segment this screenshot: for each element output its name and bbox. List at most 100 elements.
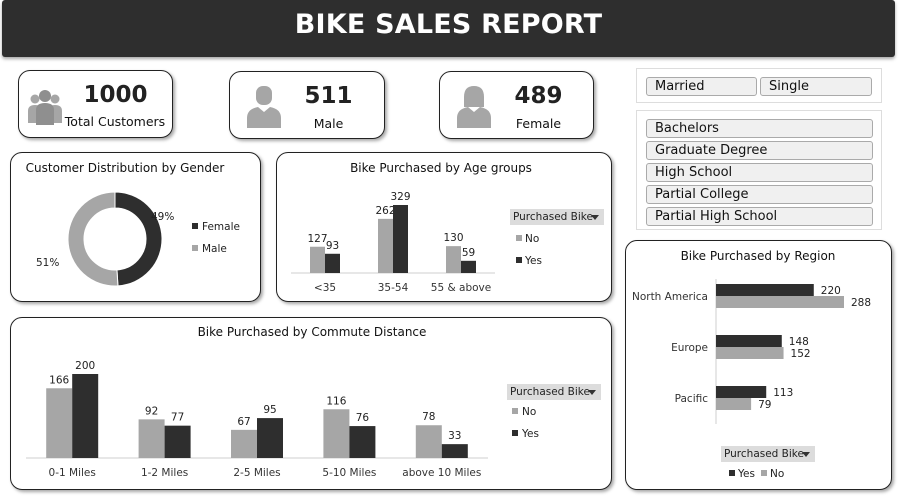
data-label-yes-north-america: 220 [821, 285, 841, 297]
purchased-bike-filter-button[interactable]: Purchased Bike [510, 209, 604, 225]
kpi-card-male: 511 Male [229, 71, 385, 139]
bar-yes-5-10-miles [349, 426, 376, 458]
kpi-total-value: 1000 [83, 82, 148, 108]
data-label-yes-europe: 148 [789, 336, 809, 348]
data-label-yes-35-54: 329 [390, 191, 410, 203]
slicer-partial-high-school[interactable]: Partial High School [646, 207, 873, 226]
tick-label-europe: Europe [671, 342, 708, 354]
slice-male [67, 191, 119, 287]
bar-no-55-above [446, 246, 461, 273]
gender-chart-card: Customer Distribution by Gender 49% 51% … [10, 152, 261, 302]
slicer-partial-college[interactable]: Partial College [646, 185, 873, 204]
dropdown-arrow-icon [802, 452, 810, 457]
legend-swatch-no [516, 235, 522, 241]
tick-label-north-america: North America [632, 291, 708, 303]
kpi-male-value: 511 [304, 83, 353, 109]
bar-no-5-10-miles [323, 409, 350, 458]
bar-no-35 [310, 246, 325, 273]
slicer-high-school[interactable]: High School [646, 163, 873, 182]
legend-label-no: No [770, 468, 784, 480]
chart-title: Bike Purchased by Commute Distance [198, 325, 427, 339]
legend-swatch-female [192, 223, 198, 229]
bar-yes-35-54 [393, 205, 408, 273]
tick-label-1-2-miles: 1-2 Miles [141, 467, 188, 479]
slice-label-female: 49% [151, 211, 174, 223]
purchased-bike-filter-button[interactable]: Purchased Bike [507, 384, 601, 400]
dropdown-arrow-icon [591, 215, 599, 220]
legend-label-no: No [522, 406, 536, 418]
slicer-married[interactable]: Married [646, 77, 757, 96]
bar-no-35-54 [378, 218, 393, 273]
bar-yes-pacific [716, 386, 767, 398]
legend-swatch-yes [512, 430, 518, 436]
bar-yes-above-10-miles [441, 444, 468, 458]
gender-donut-chart: Customer Distribution by Gender 49% 51% … [26, 161, 240, 287]
kpi-male-label: Male [313, 116, 344, 131]
education-slicer: Bachelors Graduate Degree High School Pa… [636, 110, 882, 230]
data-label-no-1-2-miles: 92 [145, 405, 158, 417]
data-label-no-0-1-miles: 166 [49, 374, 69, 386]
tick-label-55-above: 55 & above [431, 282, 491, 294]
slice-label-male: 51% [36, 257, 59, 269]
data-label-yes-35: 93 [326, 240, 339, 252]
chart-title: Bike Purchased by Age groups [350, 161, 532, 175]
data-label-yes-pacific: 113 [773, 387, 793, 399]
legend-label-female: Female [202, 221, 240, 233]
legend-swatch-no [761, 470, 767, 476]
kpi-total-label: Total Customers [64, 114, 166, 129]
bar-no-1-2-miles [138, 419, 165, 458]
data-label-no-europe: 152 [791, 348, 811, 360]
tick-label-35-54: 35-54 [378, 282, 409, 294]
data-label-no-north-america: 288 [851, 297, 871, 309]
bar-no-2-5-miles [231, 429, 257, 458]
data-label-no-2-5-miles: 67 [237, 416, 250, 428]
bar-no-pacific [716, 398, 752, 410]
bar-yes-55-above [461, 260, 476, 273]
kpi-female-value: 489 [514, 83, 563, 109]
data-label-yes-above-10-miles: 33 [448, 430, 461, 442]
commute-bar-chart: Bike Purchased by Commute Distance 166 20… [26, 325, 539, 479]
legend-label-no: No [525, 233, 539, 245]
filter-label: Purchased Bike [513, 211, 593, 223]
tick-label-0-1-miles: 0-1 Miles [49, 467, 96, 479]
tick-label-2-5-miles: 2-5 Miles [233, 467, 280, 479]
data-label-no-above-10-miles: 78 [422, 411, 435, 423]
legend-swatch-yes [516, 257, 522, 263]
legend-swatch-male [192, 245, 198, 251]
region-chart-card: Bike Purchased by Region North America 22… [625, 240, 892, 490]
bar-no-above-10-miles [415, 425, 442, 458]
kpi-female-label: Female [515, 116, 562, 131]
region-bar-chart: Bike Purchased by Region North America 22… [632, 249, 871, 480]
data-label-no-pacific: 79 [758, 399, 771, 411]
bar-no-north-america [716, 296, 844, 308]
slicer-bachelors[interactable]: Bachelors [646, 119, 873, 138]
kpi-card-total: 1000 Total Customers [18, 70, 173, 138]
dropdown-arrow-icon [588, 390, 596, 395]
tick-label-pacific: Pacific [675, 393, 709, 405]
filter-label: Purchased Bike [510, 386, 590, 398]
tick-label-5-10-miles: 5-10 Miles [322, 467, 376, 479]
data-label-yes-5-10-miles: 76 [356, 412, 370, 424]
bar-yes-europe [716, 335, 782, 347]
data-label-no-35-54: 262 [375, 205, 395, 217]
slicer-graduate-degree[interactable]: Graduate Degree [646, 141, 873, 160]
female-icon [457, 86, 491, 128]
bar-no-0-1-miles [46, 388, 73, 458]
legend-label-male: Male [202, 243, 227, 255]
legend-label-yes: Yes [521, 428, 539, 440]
bar-yes-north-america [716, 284, 814, 296]
data-label-yes-0-1-miles: 200 [75, 360, 95, 372]
slicer-single[interactable]: Single [760, 77, 872, 96]
legend-label-yes: Yes [737, 468, 755, 480]
data-label-yes-2-5-miles: 95 [263, 404, 276, 416]
male-icon [247, 86, 281, 128]
chart-title: Bike Purchased by Region [681, 249, 836, 263]
purchased-bike-filter-button[interactable]: Purchased Bike [721, 446, 815, 462]
bar-yes-1-2-miles [164, 425, 191, 458]
bar-no-europe [716, 347, 784, 359]
commute-chart-card: Bike Purchased by Commute Distance 166 20… [10, 317, 612, 490]
data-label-no-5-10-miles: 116 [326, 395, 346, 407]
bar-yes-35 [325, 253, 340, 273]
legend-label-yes: Yes [524, 255, 542, 267]
